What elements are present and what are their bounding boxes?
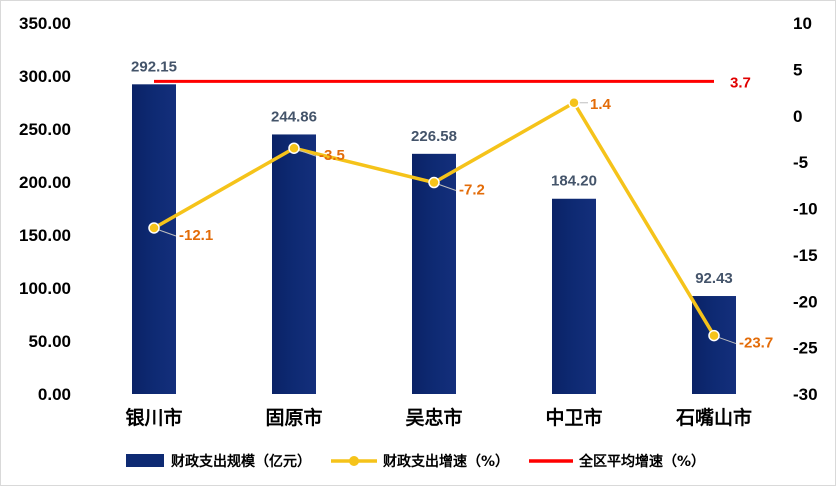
bar-data-label: 226.58 (411, 128, 457, 145)
right-axis-tick-label: -10 (793, 200, 818, 219)
growth-data-label: 1.4 (590, 96, 612, 113)
growth-label-leader (298, 149, 317, 157)
growth-label-leader (718, 337, 737, 345)
left-axis-tick-label: 100.00 (19, 279, 71, 298)
growth-label-leader (438, 184, 457, 192)
growth-data-label: -3.5 (319, 147, 345, 164)
right-axis-tick-label: 0 (793, 107, 802, 126)
bar-data-label: 244.86 (271, 108, 317, 125)
legend-label-average: 全区平均增速（%） (578, 453, 705, 470)
left-axis-tick-label: 350.00 (19, 14, 71, 33)
category-label: 吴忠市 (405, 406, 462, 429)
bar-data-label: 184.20 (551, 173, 597, 190)
right-axis-tick-label: -15 (793, 246, 818, 265)
left-axis-tick-label: 50.00 (28, 332, 71, 351)
bar (132, 84, 176, 395)
left-axis-tick-label: 200.00 (19, 173, 71, 192)
legend-label-growth: 财政支出增速（%） (382, 453, 509, 470)
bar (552, 198, 596, 394)
growth-point (288, 142, 300, 154)
category-label: 中卫市 (545, 406, 602, 429)
average-growth-label: 3.7 (730, 74, 751, 91)
right-axis-tick-label: -30 (793, 385, 818, 404)
growth-label-leader (158, 229, 177, 237)
left-axis-tick-label: 0.00 (38, 385, 71, 404)
right-axis-tick-label: -20 (793, 292, 818, 311)
legend-swatch-bar (126, 454, 164, 467)
growth-point (568, 97, 580, 109)
left-axis-tick-label: 250.00 (19, 120, 71, 139)
left-axis-tick-label: 300.00 (19, 67, 71, 86)
right-axis-tick-label: 10 (793, 14, 812, 33)
right-axis-tick-label: -5 (793, 153, 808, 172)
growth-data-label: -7.2 (459, 182, 485, 199)
growth-point (148, 222, 160, 234)
bar-data-label: 92.43 (695, 270, 733, 287)
category-label: 固原市 (265, 406, 322, 429)
right-axis-tick-label: -25 (793, 339, 818, 358)
growth-data-label: -12.1 (179, 227, 213, 244)
legend-label-bar: 财政支出规模（亿元） (170, 453, 311, 470)
left-axis-tick-label: 150.00 (19, 226, 71, 245)
growth-data-label: -23.7 (739, 335, 773, 352)
category-label: 银川市 (125, 406, 182, 429)
growth-point (428, 176, 440, 189)
bar (412, 153, 456, 394)
growth-point (708, 329, 720, 342)
legend-swatch-growth-marker (349, 456, 359, 466)
category-label: 石嘴山市 (675, 406, 752, 429)
bar (272, 134, 316, 394)
bar-data-label: 292.15 (131, 58, 177, 75)
right-axis-tick-label: 5 (793, 60, 802, 79)
